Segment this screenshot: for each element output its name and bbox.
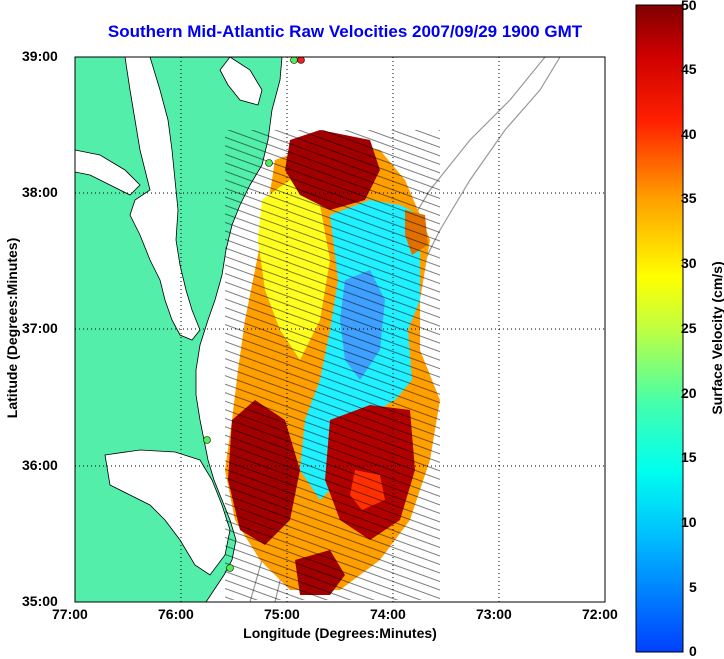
radar-site-marker xyxy=(297,57,305,64)
y-axis-label: Latitude (Degrees:Minutes) xyxy=(4,237,20,419)
radar-site-marker xyxy=(290,57,298,64)
radar-site-marker xyxy=(203,436,211,444)
y-tick-label: 36:00 xyxy=(22,457,58,473)
x-tick-label: 74:00 xyxy=(370,606,406,622)
potomac-river xyxy=(75,149,141,196)
colorbar-tick-label: 35 xyxy=(681,190,697,206)
y-tick-label: 37:00 xyxy=(22,320,58,336)
x-axis-label: Longitude (Degrees:Minutes) xyxy=(243,625,437,641)
radar-site-marker xyxy=(226,564,234,572)
colorbar-tick-label: 15 xyxy=(681,449,697,465)
colorbar-tick-label: 45 xyxy=(681,61,697,77)
colorbar-tick-label: 10 xyxy=(681,514,697,530)
map-grid xyxy=(75,57,605,602)
colorbar-tick-label: 50 xyxy=(681,0,697,13)
x-tick-label: 75:00 xyxy=(264,606,300,622)
x-tick-label: 73:00 xyxy=(476,606,512,622)
pamlico-sound xyxy=(104,449,231,576)
colorbar-tick-label: 25 xyxy=(681,320,697,336)
colorbar-label: Surface Velocity (cm/s) xyxy=(709,261,724,415)
y-tick-label: 39:00 xyxy=(22,48,58,64)
plot-frame xyxy=(74,56,606,603)
colorbar-tick-label: 40 xyxy=(681,126,697,142)
delaware-bay xyxy=(219,57,263,106)
velocity-field xyxy=(225,130,440,600)
map-title: Southern Mid-Atlantic Raw Velocities 200… xyxy=(107,22,583,41)
colorbar-tick-label: 5 xyxy=(689,579,697,595)
colorbar-tick-label: 0 xyxy=(689,643,697,659)
colorbar xyxy=(635,4,684,653)
y-tick-label: 38:00 xyxy=(22,184,58,200)
y-tick-label: 35:00 xyxy=(22,593,58,609)
radar-site-marker xyxy=(265,159,273,167)
colorbar-tick-label: 20 xyxy=(681,385,697,401)
x-tick-label: 76:00 xyxy=(158,606,194,622)
x-tick-label: 72:00 xyxy=(582,606,618,622)
chesapeake-bay xyxy=(124,57,201,341)
x-tick-label: 77:00 xyxy=(52,606,88,622)
colorbar-tick-label: 30 xyxy=(681,255,697,271)
